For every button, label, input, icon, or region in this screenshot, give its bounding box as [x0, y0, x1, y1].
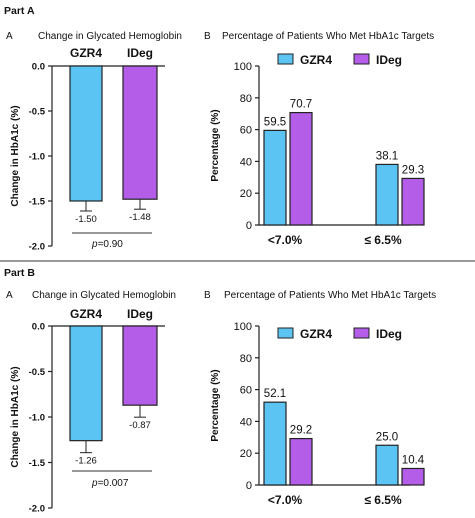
part-b-target-ytick-label: 60 [240, 385, 252, 397]
part-a-target-ytick-label: 0 [246, 220, 252, 232]
part-b-change-value-label-ideg: -0.87 [129, 420, 151, 431]
part-a-change-bar-gzr4 [69, 65, 103, 202]
part-b-panel-b-letter: B [204, 290, 211, 301]
part-a-title: Part A [4, 5, 35, 17]
part-a-change-ytick-label: -0.5 [29, 107, 46, 118]
part-b-target-ytick-label: 0 [246, 480, 252, 492]
part-b-change-ytick-label: -1.5 [29, 458, 46, 469]
part-a-change-ylabel: Change in HbA1c (%) [10, 105, 21, 206]
part-a-change-ytick-label: 0.0 [32, 62, 45, 73]
part-b-target-bar-ideg-0 [289, 437, 313, 486]
part-a-change-ytick-label: -2.0 [29, 242, 45, 253]
part-a-legend-label-ideg: IDeg [376, 53, 402, 67]
part-a-change-category-gzr4: GZR4 [70, 46, 102, 60]
part-b-target-category-0: <7.0% [268, 493, 303, 507]
part-b-target-value-label-ideg-0: 29.2 [290, 425, 312, 437]
part-a-panel-b-letter: B [204, 31, 211, 42]
part-b-target-category-1: ≤ 6.5% [364, 493, 402, 507]
part-b-change-ytick-label: 0.0 [32, 322, 45, 333]
part-b-change-bar-gzr4 [69, 325, 103, 442]
part-b-target-bar-gzr4-1 [375, 444, 399, 486]
part-b-pvalue: p=0.007 [91, 478, 129, 489]
part-a-target-ytick-label: 80 [240, 93, 252, 105]
part-a-target-ytick-label: 20 [240, 188, 252, 200]
part-b-legend-swatch-gzr4 [277, 327, 294, 339]
part-a-change-bar-ideg [122, 65, 158, 200]
part-a-target-bar-gzr4-1 [375, 163, 399, 226]
part-a-target-ylabel: Percentage (%) [210, 109, 221, 181]
part-b-change-ytick-label: -2.0 [29, 504, 45, 515]
part-b-legend-label-ideg: IDeg [376, 327, 402, 341]
part-a-change-category-ideg: IDeg [127, 46, 153, 60]
part-a-target-value-label-ideg-0: 70.7 [290, 99, 312, 111]
part-b-target-value-label-gzr4-1: 25.0 [376, 431, 398, 443]
part-a-legend-swatch-gzr4 [277, 53, 294, 65]
part-b-change-bar-ideg [122, 325, 158, 406]
part-b-target-bar-gzr4-0 [263, 401, 287, 486]
part-b-change-ytick-label: -1.0 [29, 413, 45, 424]
part-b-target-value-label-ideg-1: 10.4 [402, 454, 425, 466]
part-b-change-category-gzr4: GZR4 [70, 307, 102, 321]
part-a-target-bar-ideg-1 [401, 177, 425, 226]
part-b-target-ytick-label: 80 [240, 353, 252, 365]
part-a-change-ytick-label: -1.0 [29, 152, 45, 163]
part-b-change-category-ideg: IDeg [127, 307, 153, 321]
part-b-change-ytick-label: -0.5 [29, 367, 46, 378]
part-b-target-ytick-label: 100 [234, 321, 252, 333]
part-b-change-title: Change in Glycated Hemoglobin [32, 290, 176, 301]
part-a-target-ytick-label: 40 [240, 156, 252, 168]
part-b-legend-swatch-ideg [353, 327, 370, 339]
part-a-target-ytick-label: 100 [234, 61, 252, 73]
part-a-change-title: Change in Glycated Hemoglobin [38, 31, 182, 42]
part-a-legend-swatch-ideg [353, 53, 370, 65]
part-a-target-category-1: ≤ 6.5% [364, 233, 402, 247]
part-b-change-value-label-gzr4: -1.26 [75, 456, 97, 467]
part-a-target-value-label-ideg-1: 29.3 [402, 164, 424, 176]
part-b-target-bar-ideg-1 [401, 467, 425, 486]
part-a-panel-a-letter: A [6, 31, 13, 42]
part-a-target-value-label-gzr4-1: 38.1 [376, 150, 398, 162]
part-b-target-ytick-label: 40 [240, 416, 252, 428]
part-a-change-value-label-gzr4: -1.50 [75, 214, 97, 225]
part-b-legend-label-gzr4: GZR4 [300, 327, 332, 341]
part-a-legend-label-gzr4: GZR4 [300, 53, 332, 67]
part-b-panel-a-letter: A [6, 290, 13, 301]
part-a-target-category-0: <7.0% [268, 233, 303, 247]
part-b-target-title: Percentage of Patients Who Met HbA1c Tar… [224, 290, 436, 301]
charts-layer: 0.0 -0.5 -1.0 -1.5 -2.0 Change in HbA1c (%) GZ… [10, 46, 425, 515]
part-b-target-ylabel: Percentage (%) [210, 369, 221, 441]
part-a-change-value-label-ideg: -1.48 [129, 212, 151, 223]
part-b-target-value-label-gzr4-0: 52.1 [264, 388, 286, 400]
part-a-target-title: Percentage of Patients Who Met HbA1c Tar… [222, 31, 434, 42]
part-b-change-ylabel: Change in HbA1c (%) [10, 366, 21, 467]
part-a-pvalue: p=0.90 [91, 239, 123, 250]
part-a-target-bar-ideg-0 [289, 111, 313, 226]
part-a-target-ytick-label: 60 [240, 125, 252, 137]
part-b-target-ytick-label: 20 [240, 448, 252, 460]
part-a-target-value-label-gzr4-0: 59.5 [264, 116, 286, 128]
part-a-change-ytick-label: -1.5 [29, 197, 46, 208]
part-a-target-bar-gzr4-0 [263, 129, 287, 226]
part-b-title: Part B [4, 267, 35, 279]
